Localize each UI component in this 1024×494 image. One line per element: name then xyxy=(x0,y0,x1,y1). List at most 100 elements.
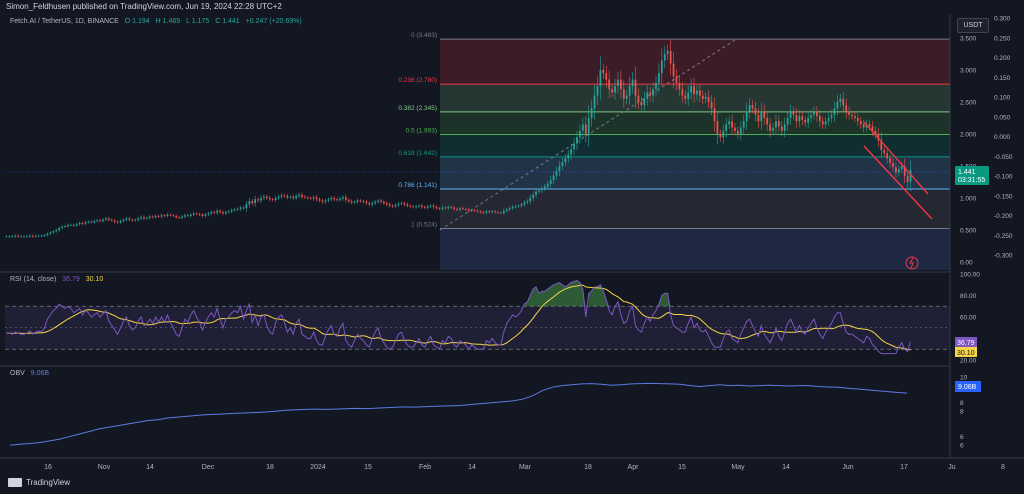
time-tick: 15 xyxy=(678,464,686,471)
candle xyxy=(833,101,836,122)
candle xyxy=(526,199,529,205)
candle xyxy=(347,197,350,204)
channel-lower-line[interactable] xyxy=(863,145,933,220)
candle xyxy=(166,212,169,218)
time-tick: May xyxy=(731,464,745,471)
obv-axis[interactable]: 10 8 8 6 6 xyxy=(960,375,968,450)
candle xyxy=(795,108,798,128)
candle xyxy=(268,195,271,202)
high-value: H 1.469 xyxy=(155,18,181,25)
candle xyxy=(760,102,763,130)
rsi-axis[interactable]: 100.00 80.00 60.00 20.00 xyxy=(960,272,980,365)
fib-label-0: 0 (3.483) xyxy=(411,32,437,39)
symbol-legend[interactable]: Fetch.AI / TetherUS, 1D, BINANCE O 1.194… xyxy=(10,18,306,25)
candle xyxy=(119,219,122,224)
candle xyxy=(175,214,178,219)
lightning-alert-icon[interactable] xyxy=(905,256,919,270)
candle xyxy=(116,220,119,224)
candle xyxy=(227,210,230,214)
time-tick: 2024 xyxy=(310,464,326,471)
fibonacci-retracement[interactable] xyxy=(440,39,950,270)
channel-upper-line[interactable] xyxy=(863,121,929,195)
obv-legend[interactable]: OBV 9.06B xyxy=(10,370,53,377)
tradingview-logo[interactable]: TradingView xyxy=(8,478,70,487)
time-tick: Mar xyxy=(519,464,532,471)
fib-label-0.382: 0.382 (2.345) xyxy=(398,105,437,112)
rsi-overbought-fill xyxy=(59,280,671,307)
candle xyxy=(301,192,303,200)
candle xyxy=(874,126,877,139)
candle xyxy=(596,76,599,105)
candle xyxy=(658,63,660,93)
candle xyxy=(154,214,157,219)
time-tick: Dec xyxy=(202,464,215,471)
candle xyxy=(567,150,570,163)
rsi-legend[interactable]: RSI (14, close) 36.79 30.10 xyxy=(10,276,107,283)
candle xyxy=(529,194,532,205)
time-tick: 16 xyxy=(44,464,52,471)
candle xyxy=(494,210,496,214)
candle xyxy=(415,204,417,209)
candle xyxy=(125,216,128,222)
dashed-trend-line[interactable] xyxy=(439,39,736,231)
candle xyxy=(508,206,511,212)
candle xyxy=(265,194,268,201)
obv-pane[interactable]: 10 8 8 6 6 9.06B xyxy=(9,375,981,450)
candle xyxy=(324,198,327,204)
candle xyxy=(728,116,731,130)
candle xyxy=(172,213,175,218)
candle xyxy=(339,196,341,202)
percent-tick: -0.200 xyxy=(994,213,1013,220)
fibonacci-level-lines xyxy=(440,38,950,229)
candle xyxy=(500,211,502,214)
currency-button[interactable]: USDT xyxy=(957,18,989,33)
chart-canvas[interactable]: 0 (3.483) 0.236 (2.780) 0.382 (2.345) 0.5 (… xyxy=(0,14,1024,476)
rsi-tick: 100.00 xyxy=(960,272,980,279)
candle xyxy=(230,208,233,214)
candle xyxy=(362,199,365,204)
candle xyxy=(769,117,771,138)
price-tick: 3.500 xyxy=(960,36,977,43)
candle xyxy=(406,202,409,208)
candle xyxy=(473,208,476,213)
rsi-ma-value-tag: 30.10 xyxy=(957,350,975,357)
time-axis[interactable]: 16 Nov 14 Dec 18 2024 15 Feb 14 Mar 18 Apr 15 May 14 Ju… xyxy=(44,464,1005,471)
candle xyxy=(690,78,692,100)
price-pane[interactable]: 0 (3.483) 0.236 (2.780) 0.382 (2.345) 0.5 (… xyxy=(5,16,1013,271)
candle xyxy=(67,223,69,228)
candle xyxy=(286,194,289,200)
candle xyxy=(903,158,906,184)
time-tick: 14 xyxy=(782,464,790,471)
candle xyxy=(26,235,28,238)
candle xyxy=(397,201,400,207)
obv-tick: 6 xyxy=(960,443,964,450)
candle xyxy=(34,234,37,238)
candle xyxy=(666,44,669,61)
candle xyxy=(772,122,774,136)
fib-zone-0.618 xyxy=(440,156,950,189)
candle xyxy=(350,199,353,205)
candle xyxy=(432,203,435,209)
candle xyxy=(792,106,795,120)
rsi-value-tag: 36.79 xyxy=(957,340,975,347)
candle xyxy=(687,85,690,107)
close-value: C 1.441 xyxy=(215,18,240,25)
candle xyxy=(906,170,909,188)
candle xyxy=(23,235,25,238)
candle xyxy=(31,234,34,238)
candle xyxy=(672,52,675,88)
rsi-pane[interactable]: 100.00 80.00 60.00 20.00 36.79 30.10 xyxy=(5,272,980,365)
candle xyxy=(8,235,11,238)
percent-axis[interactable]: 0.300 0.250 0.200 0.150 0.100 0.050 0.000 -0.05… xyxy=(994,16,1013,260)
candle xyxy=(409,204,412,208)
time-tick: 17 xyxy=(900,464,908,471)
symbol-name[interactable]: Fetch.AI / TetherUS, 1D, BINANCE xyxy=(10,18,119,25)
candle xyxy=(20,235,22,238)
candle xyxy=(464,207,467,211)
fib-zone-0.5 xyxy=(440,134,950,157)
candle xyxy=(64,224,66,229)
candle xyxy=(739,121,742,141)
candle xyxy=(889,153,891,168)
candle xyxy=(786,111,789,132)
